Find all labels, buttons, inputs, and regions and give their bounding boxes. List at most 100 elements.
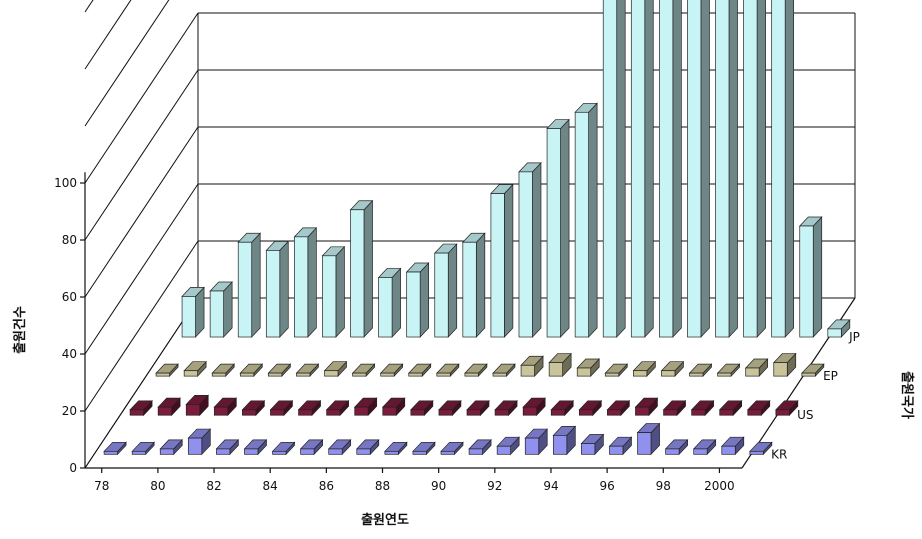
bar-JP-99 — [771, 0, 795, 338]
bar-front — [272, 450, 287, 455]
bar-US-94 — [578, 399, 603, 417]
bar-front — [438, 409, 453, 416]
bar-front — [496, 445, 512, 455]
bar-US-90 — [466, 399, 490, 417]
bar-KR-01 — [749, 441, 773, 456]
bar-KR-97 — [636, 422, 661, 456]
bar-EP-2000 — [772, 352, 797, 377]
bar-side — [812, 216, 823, 338]
bar-front — [464, 372, 479, 377]
bar-KR-94 — [552, 425, 577, 456]
x-tick-label: 98 — [656, 479, 671, 493]
bar-KR-78 — [103, 441, 127, 456]
bar-front — [209, 290, 224, 338]
bar-JP-79 — [209, 281, 233, 338]
bar-side — [532, 161, 542, 338]
bar-front — [466, 409, 481, 416]
bar-front — [436, 372, 451, 377]
bar-KR-86 — [327, 439, 352, 456]
bar-front — [239, 372, 255, 377]
bar-JP-98 — [743, 0, 766, 338]
bar-front — [607, 409, 622, 416]
bar-front — [745, 367, 760, 377]
bar-US-89 — [438, 399, 462, 417]
bar-front — [637, 432, 652, 455]
bar-EP-98 — [716, 363, 741, 377]
bar-KR-90 — [440, 441, 464, 456]
bar-KR-93 — [524, 428, 549, 456]
bar-front — [633, 370, 648, 377]
bar-front — [131, 450, 147, 455]
z-axis-label: 출원국가 — [899, 371, 915, 419]
bar-front — [103, 450, 118, 455]
bar-US-88 — [410, 399, 434, 417]
bar-EP-95 — [632, 360, 657, 377]
bar-EP-92 — [548, 352, 572, 377]
bar-KR-2000 — [720, 436, 745, 456]
bar-JP-83 — [321, 245, 346, 338]
bar-KR-88 — [384, 441, 408, 456]
bar-US-92 — [522, 397, 546, 417]
side-gridline — [84, 126, 199, 298]
x-tick-label: 94 — [543, 479, 558, 493]
bar-JP-85 — [377, 267, 402, 338]
x-tick-label: 86 — [319, 479, 334, 493]
bar-JP-95 — [659, 0, 682, 338]
bar-front — [581, 443, 596, 455]
bar-KR-81 — [187, 428, 212, 456]
bar-JP-92 — [574, 102, 598, 338]
bar-front — [187, 437, 203, 455]
bar-EP-87 — [407, 363, 432, 377]
bar-JP-94 — [630, 0, 654, 338]
bar-front — [468, 448, 483, 455]
bar-US-98 — [690, 399, 715, 417]
bar-EP-85 — [351, 363, 376, 377]
bar-KR-95 — [580, 433, 605, 456]
bar-KR-82 — [215, 439, 240, 456]
bar-KR-92 — [496, 436, 520, 456]
y-tick-label: 60 — [62, 290, 77, 304]
bar-KR-96 — [608, 436, 633, 456]
bar-US-79 — [157, 397, 181, 417]
bar-front — [522, 406, 537, 416]
bar-front — [434, 252, 449, 338]
bar-front — [324, 370, 339, 377]
bar-front — [326, 409, 341, 416]
bar-front — [408, 372, 423, 377]
bar-front — [578, 409, 594, 416]
bar-US-91 — [494, 399, 518, 417]
bar-front — [412, 450, 427, 455]
bar-KR-83 — [243, 439, 268, 456]
bar-front — [296, 372, 311, 377]
bar-side — [307, 226, 317, 338]
bar-front — [609, 445, 624, 455]
side-gridline — [84, 0, 132, 70]
bar-US-83 — [269, 399, 294, 417]
x-axis-label: 출원연도 — [361, 512, 409, 528]
side-gridline — [84, 69, 199, 241]
bar-front — [157, 406, 172, 416]
bar-side — [756, 0, 766, 338]
bar-EP-97 — [688, 363, 713, 377]
bar-JP-91 — [546, 118, 570, 338]
bar-US-95 — [606, 399, 631, 417]
bar-side — [504, 183, 514, 338]
bar-JP-90 — [518, 161, 542, 338]
bar-front — [237, 241, 253, 338]
bar-front — [520, 364, 535, 377]
side-gridline — [84, 183, 199, 355]
bar-front — [440, 450, 455, 455]
bar-JP-89 — [490, 183, 514, 338]
bar-EP-78 — [155, 363, 179, 377]
bar-front — [659, 0, 674, 338]
bar-front — [663, 409, 678, 416]
bar-front — [747, 409, 762, 416]
y-axis-label: 출원건수 — [12, 306, 28, 354]
bar-front — [775, 409, 790, 416]
bar-front — [492, 372, 507, 377]
bar-side — [560, 118, 570, 338]
bar-US-2000 — [746, 399, 771, 417]
chart-ticks: 0 20 40 60 80 100 JP EP US KR 78 80 82 84 86 88 90 92 94 96… — [54, 176, 860, 493]
side-gridline — [84, 297, 199, 469]
